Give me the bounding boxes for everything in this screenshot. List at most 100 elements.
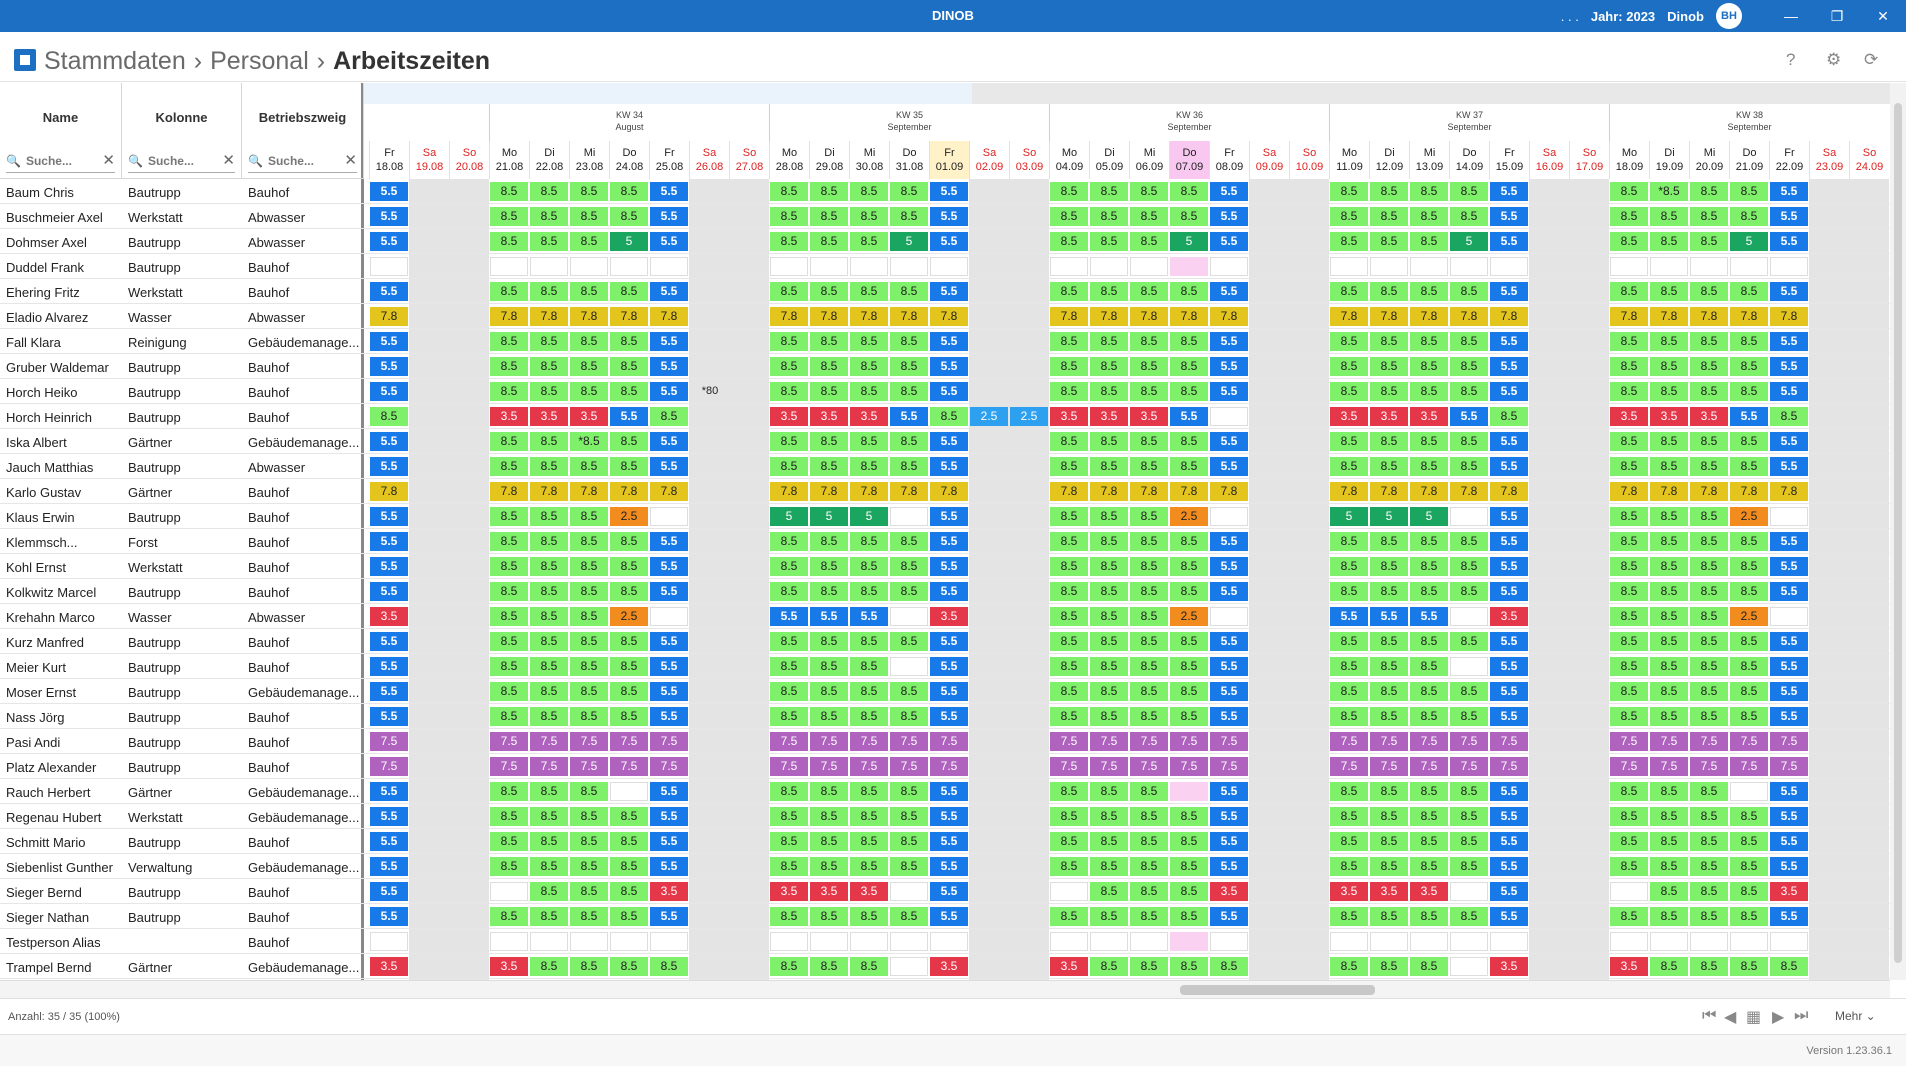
work-hours-cell[interactable]: 8.5 (890, 807, 928, 826)
work-hours-cell[interactable]: 8.5 (890, 582, 928, 601)
work-hours-cell[interactable]: 8.5 (1170, 632, 1208, 651)
table-row[interactable]: Klaus Erwin Bautrupp Bauhof (0, 504, 364, 529)
work-hours-cell[interactable] (1730, 782, 1768, 801)
work-hours-cell[interactable]: 5.5 (370, 357, 408, 376)
work-hours-cell[interactable]: 8.5 (810, 457, 848, 476)
work-hours-cell[interactable]: 8.5 (770, 832, 808, 851)
column-header-betriebszweig[interactable]: Betriebszweig 🔍 Suche... ✕ (242, 83, 364, 179)
work-hours-cell[interactable]: 3.5 (770, 882, 808, 901)
work-hours-cell[interactable]: 5 (890, 232, 928, 251)
work-hours-cell[interactable]: 8.5 (1330, 357, 1368, 376)
work-hours-cell[interactable]: 8.5 (1650, 207, 1688, 226)
work-hours-cell[interactable]: 8.5 (770, 707, 808, 726)
work-hours-cell[interactable]: 8.5 (770, 807, 808, 826)
work-hours-cell[interactable]: 5.5 (370, 182, 408, 201)
work-hours-cell[interactable]: 5.5 (1490, 632, 1528, 651)
work-hours-cell[interactable]: 5.5 (1730, 407, 1768, 426)
work-hours-cell[interactable] (610, 782, 648, 801)
work-hours-cell[interactable]: 8.5 (1130, 582, 1168, 601)
work-hours-cell[interactable] (650, 257, 688, 276)
work-hours-cell[interactable]: 8.5 (1730, 382, 1768, 401)
day-header[interactable]: Mo 18.09 (1609, 141, 1649, 179)
first-page-icon[interactable]: ⏮ (1702, 1007, 1717, 1024)
work-hours-cell[interactable]: 7.8 (610, 307, 648, 326)
work-hours-cell[interactable]: 5.5 (1490, 682, 1528, 701)
work-hours-cell[interactable]: 8.5 (570, 582, 608, 601)
work-hours-cell[interactable] (890, 957, 928, 976)
work-hours-cell[interactable]: 8.5 (1650, 432, 1688, 451)
work-hours-cell[interactable]: 8.5 (1330, 232, 1368, 251)
work-hours-cell[interactable]: 8.5 (890, 682, 928, 701)
work-hours-cell[interactable]: 8.5 (1090, 607, 1128, 626)
help-icon[interactable]: ? (1786, 50, 1796, 69)
work-hours-cell[interactable]: 8.5 (1370, 332, 1408, 351)
work-hours-cell[interactable]: 7.8 (1170, 307, 1208, 326)
work-hours-cell[interactable]: 8.5 (1610, 357, 1648, 376)
work-hours-cell[interactable]: 7.8 (1090, 482, 1128, 501)
work-hours-cell[interactable]: 5.5 (1210, 382, 1248, 401)
work-hours-cell[interactable]: 3.5 (1410, 882, 1448, 901)
day-header[interactable]: Do 07.09 (1169, 141, 1209, 179)
work-hours-cell[interactable] (1130, 257, 1168, 276)
work-hours-cell[interactable]: 8.5 (1130, 182, 1168, 201)
work-hours-cell[interactable]: 8.5 (1650, 682, 1688, 701)
work-hours-cell[interactable]: 8.5 (1130, 632, 1168, 651)
work-hours-cell[interactable]: 8.5 (810, 632, 848, 651)
gear-icon[interactable]: ⚙ (1826, 50, 1842, 69)
day-header[interactable]: Sa 09.09 (1249, 141, 1289, 179)
work-hours-cell[interactable]: 8.5 (1130, 707, 1168, 726)
work-hours-cell[interactable]: 7.5 (530, 757, 568, 776)
work-hours-cell[interactable] (570, 932, 608, 951)
work-hours-cell[interactable]: 7.5 (490, 757, 528, 776)
table-row[interactable]: Testperson Alias Bauhof (0, 929, 364, 954)
day-header[interactable]: So 27.08 (729, 141, 769, 179)
table-row[interactable]: Schmitt Mario Bautrupp Bauhof (0, 829, 364, 854)
work-hours-cell[interactable]: 8.5 (1170, 682, 1208, 701)
work-hours-cell[interactable]: 8.5 (1170, 182, 1208, 201)
work-hours-cell[interactable]: 8.5 (530, 557, 568, 576)
work-hours-cell[interactable]: 8.5 (1130, 432, 1168, 451)
work-hours-cell[interactable]: 5.5 (810, 607, 848, 626)
work-hours-cell[interactable]: 8.5 (1450, 682, 1488, 701)
work-hours-cell[interactable]: 8.5 (1690, 832, 1728, 851)
work-hours-cell[interactable]: 8.5 (1170, 282, 1208, 301)
work-hours-cell[interactable]: 5.5 (1770, 707, 1808, 726)
work-hours-cell[interactable]: 8.5 (1690, 182, 1728, 201)
work-hours-cell[interactable]: 8.5 (610, 182, 648, 201)
work-hours-cell[interactable] (1490, 257, 1528, 276)
work-hours-cell[interactable]: 8.5 (1330, 682, 1368, 701)
work-hours-cell[interactable]: 5 (1370, 507, 1408, 526)
work-hours-cell[interactable] (1370, 932, 1408, 951)
work-hours-cell[interactable]: 7.5 (930, 757, 968, 776)
work-hours-cell[interactable] (890, 657, 928, 676)
clear-icon[interactable]: ✕ (222, 152, 235, 169)
work-hours-cell[interactable]: 5.5 (1770, 532, 1808, 551)
work-hours-cell[interactable]: 8.5 (1610, 507, 1648, 526)
day-header[interactable]: Do 14.09 (1449, 141, 1489, 179)
work-hours-cell[interactable]: 5.5 (1210, 532, 1248, 551)
work-hours-cell[interactable]: 8.5 (1050, 657, 1088, 676)
work-hours-cell[interactable] (1450, 932, 1488, 951)
work-hours-cell[interactable]: 5.5 (1450, 407, 1488, 426)
work-hours-cell[interactable]: 8.5 (850, 532, 888, 551)
work-hours-cell[interactable]: 8.5 (610, 582, 648, 601)
work-hours-cell[interactable]: 8.5 (890, 357, 928, 376)
work-hours-cell[interactable]: 8.5 (810, 832, 848, 851)
work-hours-cell[interactable]: 8.5 (1650, 707, 1688, 726)
work-hours-cell[interactable] (1170, 257, 1208, 276)
work-hours-cell[interactable]: 8.5 (1090, 382, 1128, 401)
work-hours-cell[interactable]: 8.5 (1410, 207, 1448, 226)
work-hours-cell[interactable]: 8.5 (1610, 707, 1648, 726)
work-hours-cell[interactable]: 7.8 (610, 482, 648, 501)
work-hours-cell[interactable]: 3.5 (1370, 882, 1408, 901)
table-row[interactable]: Kurz Manfred Bautrupp Bauhof (0, 629, 364, 654)
work-hours-cell[interactable]: 8.5 (1090, 632, 1128, 651)
work-hours-cell[interactable]: 7.5 (1050, 757, 1088, 776)
work-hours-cell[interactable]: 8.5 (610, 382, 648, 401)
work-hours-cell[interactable]: 7.8 (1370, 482, 1408, 501)
work-hours-cell[interactable]: 8.5 (1730, 532, 1768, 551)
work-hours-cell[interactable] (930, 932, 968, 951)
work-hours-cell[interactable]: 2.5 (970, 407, 1008, 426)
work-hours-cell[interactable]: 8.5 (1410, 957, 1448, 976)
work-hours-cell[interactable]: 8.5 (850, 332, 888, 351)
